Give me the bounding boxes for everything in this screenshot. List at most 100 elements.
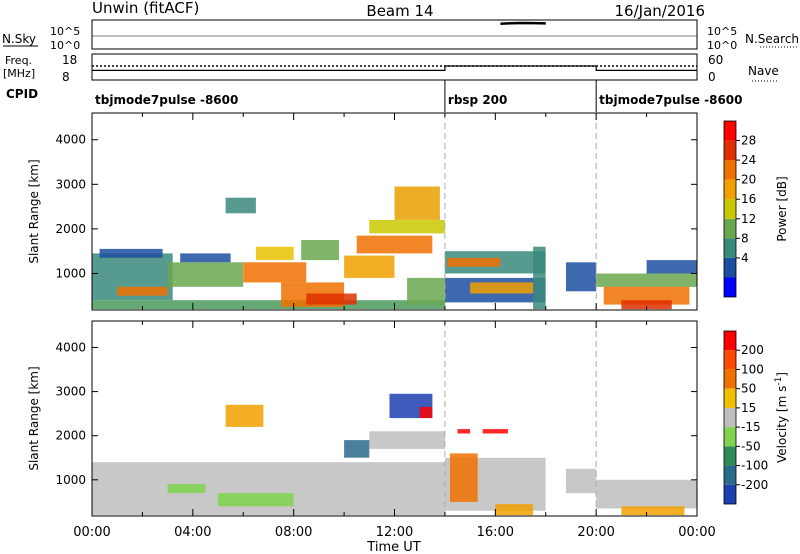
freq-tick-low: 8 (62, 70, 70, 84)
nave-tick-high: 60 (708, 53, 723, 67)
y-tick-label: 1000 (55, 266, 86, 280)
colorbar-segment (724, 331, 736, 351)
data-gap (545, 113, 566, 310)
colorbar-segment (724, 484, 736, 504)
data-block (167, 484, 206, 493)
x-tick-label: 12:00 (376, 525, 413, 540)
data-block (369, 220, 445, 234)
colorbar-segment (724, 407, 736, 428)
y-tick-label: 2000 (55, 222, 86, 236)
data-block (255, 246, 294, 261)
data-block (99, 248, 163, 258)
nave-line (92, 65, 697, 71)
colorbar-segment (724, 238, 736, 258)
colorbar-frame (723, 120, 737, 298)
colorbar-segment (724, 140, 736, 161)
colorbar-tick-label: 24 (741, 153, 756, 167)
noise-trace-line (500, 21, 546, 25)
x-tick-label: 00:00 (73, 525, 110, 540)
x-axis-label: Time UT (366, 540, 420, 554)
data-block (407, 277, 445, 305)
data-block (621, 300, 672, 310)
station-title: Unwin (fitACF) (92, 0, 199, 17)
cpid-label: CPID (6, 87, 38, 101)
colorbar-label: Velocity [m s-1] (774, 372, 789, 463)
freq-unit-label: [MHz] (3, 67, 35, 80)
data-block (457, 429, 471, 434)
colorbar-frame (723, 330, 737, 505)
noise-panel (91, 19, 698, 50)
power-panel: 1000 2000 3000 4000 Slant Range [km] 28 24 20 16… (27, 112, 789, 311)
data-block (646, 260, 697, 274)
noise-tick-high-left: 10^5 (50, 25, 80, 38)
data-block (356, 235, 433, 254)
data-block (369, 431, 445, 449)
colorbar-segment (724, 179, 736, 200)
colorbar-segment (724, 160, 736, 180)
data-block (447, 257, 501, 267)
colorbar-tick-label: 4 (741, 251, 749, 265)
x-tick-label: 20:00 (577, 525, 614, 540)
colorbar-segment (724, 388, 736, 408)
data-block (225, 404, 264, 427)
colorbar-label: Power [dB] (775, 176, 789, 241)
data-block (603, 286, 690, 305)
data-block (565, 468, 597, 494)
cpid-segment-label: tbjmode7pulse -8600 (95, 93, 238, 107)
data-block (621, 506, 685, 516)
velocity-panel: 1000 2000 3000 4000 Slant Range [km] 200 100 50… (27, 320, 789, 540)
colorbar-segment (724, 427, 736, 447)
data-block (596, 479, 697, 509)
colorbar-label-end: ] (775, 372, 789, 377)
nave-label: Nave (748, 64, 779, 78)
noise-tick-low-left: 10^0 (50, 39, 80, 52)
data-block (301, 240, 339, 261)
data-block (243, 262, 307, 283)
y-tick-label: 4000 (55, 340, 86, 354)
nsky-label: N.Sky (2, 32, 36, 46)
y-tick-label: 3000 (55, 385, 86, 399)
noise-trace (500, 21, 546, 25)
x-tick-label: 00:00 (678, 525, 715, 540)
colorbar-segment (724, 277, 736, 297)
date-title: 16/Jan/2016 (615, 2, 706, 20)
data-block (450, 453, 478, 502)
colorbar-segment (724, 257, 736, 278)
data-block (565, 262, 597, 292)
colorbar-tick-label: -15 (741, 420, 761, 434)
data-block (92, 300, 445, 310)
noise-tick-high-right: 10^5 (707, 25, 737, 38)
data-block (482, 429, 508, 434)
cpid-segment-label: tbjmode7pulse -8600 (599, 93, 742, 107)
data-block (344, 255, 395, 278)
data-gap (545, 321, 566, 516)
colorbar-tick-label: -200 (741, 478, 768, 492)
colorbar-segment (724, 121, 736, 141)
colorbar-tick-label: 8 (741, 231, 749, 245)
nave-tick-low: 0 (708, 70, 716, 84)
colorbar-segment (724, 446, 736, 466)
data-block (167, 262, 244, 287)
colorbar-label-superscript: -1 (774, 377, 784, 386)
colorbar-tick-label: 50 (741, 382, 756, 396)
colorbar-tick-label: 100 (741, 362, 764, 376)
data-block (419, 407, 433, 418)
data-block (180, 253, 231, 263)
data-block (225, 197, 256, 214)
colorbar-segment (724, 199, 736, 219)
data-block (533, 246, 546, 310)
colorbar-segment (724, 218, 736, 239)
freq-panel (91, 53, 698, 81)
data-block (92, 462, 445, 516)
colorbar-tick-label: 200 (741, 343, 764, 357)
x-tick-label: 16:00 (477, 525, 514, 540)
colorbar-segment (724, 465, 736, 485)
y-tick-label: 3000 (55, 177, 86, 191)
data-block (596, 273, 697, 287)
y-axis-label: Slant Range [km] (27, 366, 41, 470)
data-block (344, 440, 370, 458)
y-tick-label: 1000 (55, 473, 86, 487)
nsearch-label: N.Search (745, 32, 799, 46)
colorbar-tick-label: 20 (741, 173, 756, 187)
data-block (394, 186, 440, 220)
